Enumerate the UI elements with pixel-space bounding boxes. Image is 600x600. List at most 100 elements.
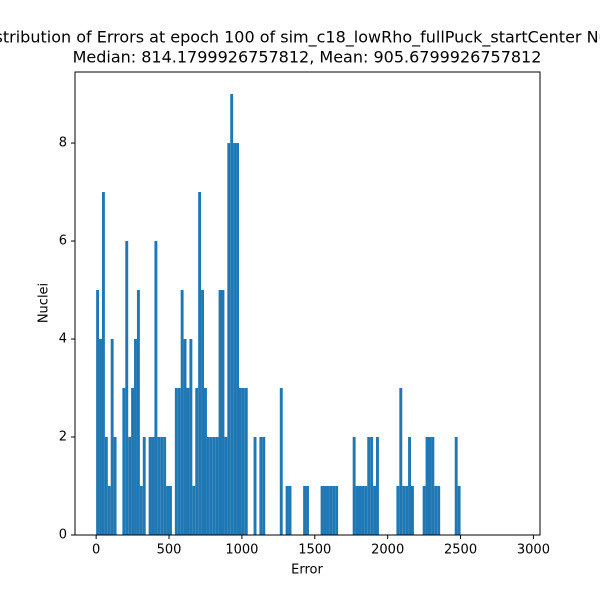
bar	[285, 486, 289, 535]
y-tick-label: 4	[59, 332, 67, 347]
bar	[113, 437, 117, 535]
bar	[195, 388, 199, 535]
bar	[457, 486, 461, 535]
bar	[396, 486, 400, 535]
bar	[454, 437, 458, 535]
bar	[303, 486, 307, 535]
bar	[177, 388, 181, 535]
bar	[335, 486, 339, 535]
bar	[425, 437, 429, 535]
bar	[402, 486, 406, 535]
bar	[101, 192, 105, 535]
bar	[131, 388, 135, 535]
bar	[422, 486, 426, 535]
y-tick-label: 6	[59, 234, 67, 249]
bar	[110, 339, 114, 535]
bar	[352, 437, 356, 535]
bar	[201, 290, 205, 535]
plot-frame	[74, 71, 541, 536]
bar	[160, 437, 164, 535]
bar	[323, 486, 327, 535]
bar	[189, 339, 193, 535]
bar	[405, 486, 409, 535]
bar	[370, 437, 374, 535]
bar	[236, 143, 239, 535]
bar	[367, 437, 371, 535]
bar	[169, 486, 172, 535]
bar	[180, 290, 184, 535]
bar	[142, 437, 146, 535]
bar	[428, 437, 432, 535]
bar	[134, 339, 137, 535]
bar	[136, 290, 140, 535]
x-tick-label: 0	[92, 543, 100, 558]
bar	[376, 437, 379, 535]
bar	[198, 192, 202, 535]
bar	[151, 437, 155, 535]
bar	[244, 388, 248, 535]
bar	[241, 388, 245, 535]
bar	[320, 486, 324, 535]
bar	[279, 388, 283, 535]
bar	[326, 486, 330, 535]
x-tick-label: 500	[157, 543, 182, 558]
bar	[408, 437, 411, 535]
bar	[218, 290, 222, 535]
x-tick-label: 3000	[517, 543, 550, 558]
bar	[224, 437, 228, 535]
bar	[154, 241, 158, 536]
bar	[361, 486, 365, 535]
bar	[128, 437, 132, 535]
bar	[148, 437, 152, 535]
bar	[209, 437, 213, 535]
x-tick-label: 1000	[225, 543, 258, 558]
bar	[230, 94, 234, 536]
bar	[288, 486, 292, 535]
x-axis-label: Error	[291, 563, 323, 578]
bar	[174, 388, 178, 535]
bar	[206, 437, 210, 535]
x-tick-label: 1500	[298, 543, 331, 558]
bar	[227, 143, 231, 535]
bar	[166, 486, 170, 535]
bar	[99, 339, 102, 535]
bar	[364, 486, 368, 535]
bar	[262, 437, 266, 535]
bar	[259, 437, 263, 535]
bar	[204, 388, 207, 535]
bar	[221, 290, 225, 535]
bar	[434, 486, 438, 535]
bar	[183, 339, 187, 535]
bar	[122, 388, 126, 535]
y-tick-label: 2	[59, 430, 67, 445]
bar	[157, 437, 161, 535]
bar	[96, 290, 100, 535]
bar	[355, 486, 359, 535]
y-axis-label: Nuclei	[37, 283, 52, 323]
bar	[332, 486, 336, 535]
chart-subtitle: Median: 814.1799926757812, Mean: 905.679…	[73, 48, 542, 67]
y-tick-label: 8	[59, 136, 67, 151]
bar	[358, 486, 362, 535]
bar	[233, 143, 237, 535]
bar	[373, 486, 377, 535]
chart-title: Distribution of Errors at epoch 100 of s…	[0, 28, 600, 48]
bar	[431, 437, 435, 535]
y-tick-label: 0	[59, 528, 67, 543]
bar	[186, 388, 190, 535]
bar	[107, 486, 111, 535]
x-tick-label: 2500	[444, 543, 477, 558]
bar	[306, 486, 309, 535]
bar	[329, 486, 333, 535]
bar	[125, 241, 129, 536]
bar	[399, 388, 403, 535]
bar	[163, 437, 167, 535]
bar	[192, 486, 196, 535]
bar	[215, 437, 219, 535]
bar	[253, 437, 257, 535]
bar	[212, 437, 216, 535]
bar	[104, 437, 108, 535]
bar	[139, 486, 143, 535]
bar	[238, 388, 242, 535]
